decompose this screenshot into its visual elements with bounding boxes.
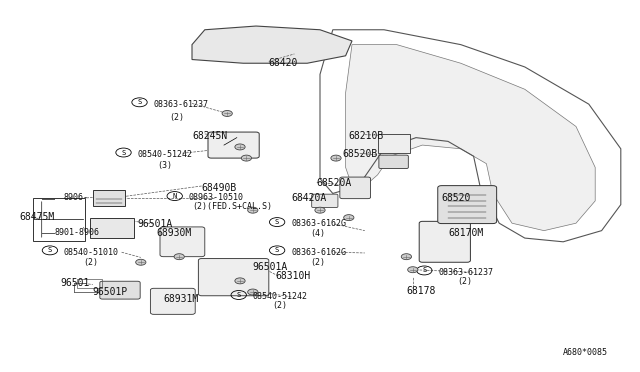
FancyBboxPatch shape — [198, 259, 269, 296]
Bar — [90, 218, 134, 238]
Text: 68520B: 68520B — [342, 150, 378, 159]
Text: 68490B: 68490B — [202, 183, 237, 193]
Text: N: N — [173, 193, 177, 199]
Circle shape — [235, 278, 245, 284]
Circle shape — [174, 254, 184, 260]
Text: (2)(FED.S+CAL.S): (2)(FED.S+CAL.S) — [192, 202, 272, 211]
Text: S: S — [122, 150, 125, 155]
Text: 08540-51242: 08540-51242 — [253, 292, 308, 301]
Circle shape — [248, 289, 258, 295]
Text: 68931M: 68931M — [163, 295, 198, 304]
Text: 08363-61237: 08363-61237 — [154, 100, 209, 109]
Text: 08963-10510: 08963-10510 — [189, 193, 244, 202]
Text: (2): (2) — [310, 258, 325, 267]
Text: 68178: 68178 — [406, 286, 436, 296]
Text: 68420A: 68420A — [291, 193, 326, 203]
Text: 68310H: 68310H — [275, 271, 310, 281]
Text: 96501A: 96501A — [138, 219, 173, 229]
Text: 68475M: 68475M — [19, 212, 54, 221]
Text: 96501: 96501 — [61, 279, 90, 288]
Text: (2): (2) — [458, 278, 472, 286]
Text: 68520A: 68520A — [317, 178, 352, 188]
Circle shape — [315, 207, 325, 213]
Text: 08540-51242: 08540-51242 — [138, 150, 193, 159]
FancyBboxPatch shape — [100, 281, 140, 299]
FancyBboxPatch shape — [312, 194, 338, 208]
Circle shape — [344, 215, 354, 221]
Text: 08363-6162G: 08363-6162G — [291, 219, 346, 228]
Text: S: S — [138, 99, 141, 105]
Text: (2): (2) — [272, 301, 287, 310]
Text: 68420: 68420 — [269, 58, 298, 68]
Text: 68930M: 68930M — [157, 228, 192, 237]
Text: 68210B: 68210B — [349, 131, 384, 141]
FancyBboxPatch shape — [160, 227, 205, 257]
Circle shape — [235, 144, 245, 150]
Circle shape — [408, 267, 418, 273]
Text: (2): (2) — [83, 258, 98, 267]
FancyBboxPatch shape — [379, 155, 408, 169]
Text: 96501A: 96501A — [253, 262, 288, 272]
Text: (4): (4) — [310, 229, 325, 238]
FancyBboxPatch shape — [208, 132, 259, 158]
Text: 08363-6162G: 08363-6162G — [291, 248, 346, 257]
Text: S: S — [275, 219, 279, 225]
Text: S: S — [275, 247, 279, 253]
Circle shape — [241, 155, 252, 161]
Circle shape — [401, 254, 412, 260]
PathPatch shape — [346, 45, 595, 231]
Bar — [93, 190, 125, 206]
Text: 08363-61237: 08363-61237 — [438, 268, 493, 277]
Circle shape — [136, 259, 146, 265]
FancyBboxPatch shape — [150, 288, 195, 314]
Bar — [378, 134, 410, 153]
Circle shape — [222, 110, 232, 116]
Text: (3): (3) — [157, 161, 172, 170]
Text: 96501P: 96501P — [93, 287, 128, 297]
Text: S: S — [48, 247, 52, 253]
Text: 68245N: 68245N — [192, 131, 227, 141]
FancyBboxPatch shape — [340, 177, 371, 199]
Text: A680*0085: A680*0085 — [563, 348, 608, 357]
Bar — [77, 279, 102, 288]
Text: (2): (2) — [170, 113, 184, 122]
Text: 8901-8906: 8901-8906 — [54, 228, 99, 237]
FancyBboxPatch shape — [438, 186, 497, 224]
Text: 8906-: 8906- — [64, 193, 89, 202]
Text: 68520: 68520 — [442, 193, 471, 203]
PathPatch shape — [192, 26, 352, 63]
Text: S: S — [422, 267, 426, 273]
Circle shape — [248, 207, 258, 213]
Text: 68170M: 68170M — [448, 228, 483, 237]
Circle shape — [331, 155, 341, 161]
Text: 08540-51010: 08540-51010 — [64, 248, 119, 257]
Text: S: S — [237, 292, 241, 298]
FancyBboxPatch shape — [419, 221, 470, 262]
